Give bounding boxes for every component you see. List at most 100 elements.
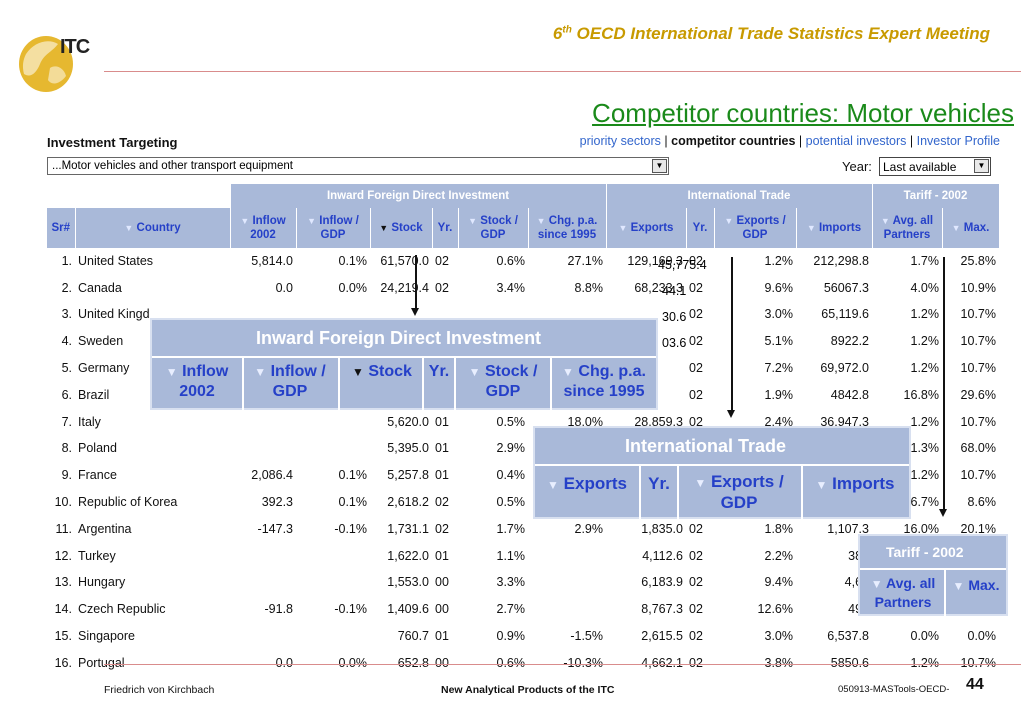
table-cell: 3.3% xyxy=(458,569,528,597)
sort-icon: ▼ xyxy=(124,223,134,233)
col-avg[interactable]: ▼ Avg. all Partners xyxy=(872,208,943,248)
table-row: 16. Portugal 0.0 0.0% 652.8 00 0.6% -10.3% 4,662… xyxy=(47,649,999,677)
table-cell: 1,835.0 xyxy=(606,515,686,543)
table-cell: 5850.6 xyxy=(796,649,872,677)
col-stock-gdp[interactable]: ▼ Stock / GDP xyxy=(458,208,529,248)
table-cell: 392.3 xyxy=(230,488,296,516)
year-select[interactable]: Last available ▼ xyxy=(879,157,991,176)
table-row: 1. United States 5,814.0 0.1% 61,570.0 02 0.6%… xyxy=(47,248,999,275)
table-cell: 3.0% xyxy=(714,301,796,329)
table-cell: 0.4% xyxy=(458,461,528,490)
table-cell: 129,169.3 xyxy=(606,248,686,275)
table-cell: 01 xyxy=(432,435,458,463)
chevron-down-icon[interactable]: ▼ xyxy=(974,159,989,173)
table-cell: 1.2% xyxy=(872,327,942,356)
table-cell: 02 xyxy=(432,274,458,302)
col-max[interactable]: ▼ Max. xyxy=(942,208,1000,248)
table-cell: -147.3 xyxy=(230,515,296,543)
nav-potential-investors[interactable]: potential investors xyxy=(805,134,907,148)
table-cell: 02 xyxy=(686,301,714,329)
table-cell: Argentina xyxy=(75,515,230,543)
table-cell: 56067.3 xyxy=(796,274,872,302)
table-cell xyxy=(230,408,296,436)
nav-competitor-countries[interactable]: competitor countries xyxy=(671,134,796,148)
table-cell: -10.3% xyxy=(528,649,606,677)
table-cell: 5. xyxy=(47,354,75,382)
table-cell: 0.5% xyxy=(458,488,528,516)
table-cell: Italy xyxy=(75,408,230,436)
table-cell: 16.8% xyxy=(872,381,942,409)
table-cell: 10.7% xyxy=(942,649,999,677)
col-stock[interactable]: ▼ Stock xyxy=(370,208,433,248)
table-cell: 02 xyxy=(432,488,458,516)
arrow-line xyxy=(731,257,733,412)
table-cell: 01 xyxy=(432,408,458,436)
partial-value: 30.6 xyxy=(662,310,687,324)
sector-select[interactable]: ...Motor vehicles and other transport eq… xyxy=(47,157,669,175)
table-cell: 5,257.8 xyxy=(370,461,432,490)
table-cell: 00 xyxy=(432,569,458,597)
table-cell: 1.9% xyxy=(714,381,796,409)
table-cell: 652.8 xyxy=(370,649,432,677)
col-exports-gdp[interactable]: ▼ Exports / GDP xyxy=(714,208,797,248)
partial-value: 44.1 xyxy=(662,284,687,298)
col-exports[interactable]: ▼ Exports xyxy=(606,208,687,248)
table-cell: 9.6% xyxy=(714,274,796,302)
table-cell: 02 xyxy=(686,274,714,302)
table-cell: 1.2% xyxy=(872,649,942,677)
col-inflow-gdp[interactable]: ▼ Inflow / GDP xyxy=(296,208,371,248)
table-cell: 02 xyxy=(686,248,714,275)
table-cell: -0.1% xyxy=(296,515,370,543)
table-cell: 65,119.6 xyxy=(796,301,872,329)
sort-icon: ▼ xyxy=(806,223,816,233)
table-cell: 02 xyxy=(686,595,714,624)
table-cell: 10.7% xyxy=(942,354,999,382)
col-chg[interactable]: ▼ Chg. p.a. since 1995 xyxy=(528,208,607,248)
table-cell: 0.1% xyxy=(296,488,370,516)
table-cell: 2.7% xyxy=(458,595,528,624)
arrow-down-icon xyxy=(411,308,419,316)
footer-title: New Analytical Products of the ITC xyxy=(441,684,615,696)
table-cell: 0.9% xyxy=(458,622,528,650)
table-cell: 9.4% xyxy=(714,569,796,597)
table-cell: Canada xyxy=(75,274,230,302)
zoom-trade-callout: International Trade ▼ Exports Yr. ▼ Expo… xyxy=(533,426,911,519)
table-cell xyxy=(230,622,296,650)
table-cell: 7.2% xyxy=(714,354,796,382)
partial-value: 45,775.4 xyxy=(658,258,707,272)
table-cell: Hungary xyxy=(75,569,230,597)
table-cell: 1,409.6 xyxy=(370,595,432,624)
table-cell: 10.7% xyxy=(942,301,999,329)
table-cell: 24,219.4 xyxy=(370,274,432,302)
table-cell: 0.0% xyxy=(296,649,370,677)
table-cell: 02 xyxy=(686,542,714,570)
group-trade: International Trade xyxy=(606,184,873,208)
table-cell: 1.1% xyxy=(458,542,528,570)
table-cell: 13. xyxy=(47,569,75,597)
table-cell: -0.1% xyxy=(296,595,370,624)
nav-links: priority sectors | competitor countries … xyxy=(579,134,1000,148)
table-cell: 1.2% xyxy=(714,248,796,275)
arrow-down-icon xyxy=(727,410,735,418)
logo-text: ITC xyxy=(60,36,90,58)
table-cell: 10.7% xyxy=(942,327,999,356)
nav-priority-sectors[interactable]: priority sectors xyxy=(579,134,661,148)
nav-investor-profile[interactable]: Investor Profile xyxy=(916,134,1000,148)
header-divider xyxy=(104,71,1021,72)
chevron-down-icon[interactable]: ▼ xyxy=(652,159,667,173)
table-cell: 10.7% xyxy=(942,461,999,490)
table-cell: 3.0% xyxy=(714,622,796,650)
table-cell xyxy=(230,542,296,570)
col-inflow[interactable]: ▼ Inflow 2002 xyxy=(230,208,297,248)
table-cell: 4,662.1 xyxy=(606,649,686,677)
table-cell: -1.5% xyxy=(528,622,606,650)
itc-logo xyxy=(14,24,104,99)
col-country[interactable]: ▼ Country xyxy=(75,208,231,248)
col-imports[interactable]: ▼ Imports xyxy=(796,208,873,248)
table-cell: 12.6% xyxy=(714,595,796,624)
table-cell: 8.8% xyxy=(528,274,606,302)
table-row: 2. Canada 0.0 0.0% 24,219.4 02 3.4% 8.8% 68,233.… xyxy=(47,274,999,302)
table-cell: 2. xyxy=(47,274,75,302)
table-cell: 14. xyxy=(47,595,75,624)
